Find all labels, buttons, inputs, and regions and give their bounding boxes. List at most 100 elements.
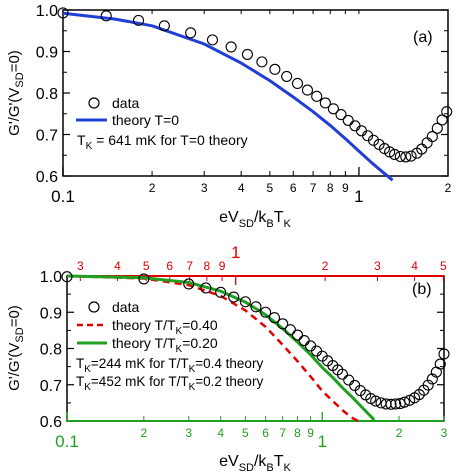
legend-label-data-b: data xyxy=(112,299,139,315)
data-point xyxy=(405,150,417,162)
y-axis-label-b: G'/G'(VSD=0) xyxy=(6,305,26,391)
top-minor-tick-label: 4 xyxy=(411,259,418,273)
y-tick-label: 0.9 xyxy=(40,305,62,322)
y-tick-label: 0.6 xyxy=(40,414,62,431)
panel-label-b: (b) xyxy=(412,281,432,298)
data-point xyxy=(61,271,73,283)
x-minor-tick-label: 2 xyxy=(396,426,403,440)
data-point xyxy=(385,398,397,410)
data-point xyxy=(370,395,382,407)
data-point xyxy=(431,122,443,134)
data-point xyxy=(239,296,251,308)
x-major-tick-label: 1 xyxy=(317,432,326,451)
theory-series-b xyxy=(66,274,376,423)
x-major-tick-label: 0.1 xyxy=(55,432,79,451)
x-minor-tick-label: 8 xyxy=(294,426,301,440)
data-point xyxy=(241,48,253,60)
legend-label-theory-040: theory T/TK=0.40 xyxy=(112,317,218,337)
x-minor-tick-label: 5 xyxy=(242,426,249,440)
x-minor-tick-label: 6 xyxy=(290,181,297,195)
x-minor-tick-label: 9 xyxy=(342,181,349,195)
data-point xyxy=(291,77,304,90)
data-point xyxy=(343,374,355,386)
data-point xyxy=(389,148,401,160)
data-point xyxy=(100,10,112,22)
data-series-a xyxy=(57,7,453,163)
x-minor-tick-label: 2 xyxy=(149,181,156,195)
data-point xyxy=(183,278,195,290)
annotation-tk-04: TK=244 mK for T/TK=0.4 theory xyxy=(76,356,263,375)
y-tick-label: 1.0 xyxy=(40,269,62,286)
data-point xyxy=(349,120,361,132)
legend-b: data theory T/TK=0.40 theory T/TK=0.20 T… xyxy=(76,299,263,393)
data-point xyxy=(311,90,323,102)
data-point xyxy=(434,358,446,370)
legend-marker-data-b xyxy=(88,301,100,313)
data-point xyxy=(291,329,304,341)
data-series-b xyxy=(61,271,450,410)
top-minor-tick-label: 7 xyxy=(186,259,193,273)
data-point xyxy=(185,27,197,39)
data-point xyxy=(200,282,212,294)
top-axis-b: 3 4 5 6 7 8 9 2 3 4 5 1 xyxy=(67,243,447,285)
data-point xyxy=(298,334,310,347)
x-minor-tick-label: 7 xyxy=(279,426,286,440)
x-minor-tick-label: 4 xyxy=(238,181,245,195)
data-point xyxy=(394,150,406,163)
data-point xyxy=(436,114,448,126)
data-point xyxy=(398,396,411,408)
x-axis-a: 0.1 1 2 3 4 5 6 7 8 9 2 xyxy=(51,10,452,206)
x-minor-tick-label: 2 xyxy=(445,181,452,195)
top-minor-tick-label: 6 xyxy=(166,259,173,273)
y-axis-a: 1.0 0.9 0.8 0.7 0.6 xyxy=(36,3,448,186)
data-point xyxy=(421,137,433,149)
data-point xyxy=(301,84,314,96)
x-minor-tick-label: 3 xyxy=(185,426,192,440)
data-point xyxy=(228,291,240,303)
data-point xyxy=(335,109,347,121)
data-point xyxy=(284,324,296,336)
y-tick-label: 0.6 xyxy=(36,169,58,186)
y-tick-label: 0.7 xyxy=(40,378,62,395)
data-point xyxy=(260,306,272,318)
top-minor-tick-label: 3 xyxy=(77,259,84,273)
annotation-tk-02: TK=452 mK for T/TK=0.2 theory xyxy=(76,374,263,393)
data-point xyxy=(367,134,380,146)
data-point xyxy=(426,373,438,385)
top-major-tick-label: 1 xyxy=(231,243,240,262)
x-minor-tick-label: 3 xyxy=(441,426,448,440)
data-point xyxy=(304,340,317,352)
x-axis-label-b: eVSD/kBTK xyxy=(219,453,291,474)
x-minor-tick-label: 8 xyxy=(327,181,334,195)
data-point xyxy=(441,106,453,118)
data-point xyxy=(225,41,237,53)
x-minor-tick-label: 7 xyxy=(310,181,317,195)
data-point xyxy=(390,398,402,410)
y-tick-label: 1.0 xyxy=(36,3,58,20)
data-point xyxy=(138,273,150,285)
top-minor-tick-label: 2 xyxy=(322,259,329,273)
top-minor-tick-label: 8 xyxy=(204,259,211,273)
x-major-tick-label: 1 xyxy=(354,187,363,206)
y-tick-label: 0.8 xyxy=(40,342,62,359)
series-line-2 xyxy=(66,274,376,421)
x-axis-label-a: eVSD/kBTK xyxy=(219,209,291,230)
data-point xyxy=(400,151,412,163)
series-line-1 xyxy=(66,274,361,423)
data-point xyxy=(268,312,281,324)
data-point xyxy=(277,318,289,330)
data-point xyxy=(336,368,348,380)
panel-a: 1.0 0.9 0.8 0.7 0.6 0.1 1 2 3 4 5 6 7 8 9 2 (a) G'/G'(… xyxy=(6,3,453,230)
data-point xyxy=(158,20,170,32)
data-point xyxy=(215,286,227,298)
legend-a: data theory T=0 TK = 641 mK for T=0 theo… xyxy=(76,95,248,152)
x-minor-tick-label: 4 xyxy=(217,426,224,440)
data-point xyxy=(426,131,438,143)
legend-label-data-a: data xyxy=(112,95,139,111)
x-minor-tick-label: 5 xyxy=(266,181,273,195)
data-point xyxy=(269,63,281,75)
data-point xyxy=(422,379,434,391)
y-axis-b: 1.0 0.9 0.8 0.7 0.6 xyxy=(40,269,444,431)
top-minor-tick-label: 3 xyxy=(374,259,381,273)
